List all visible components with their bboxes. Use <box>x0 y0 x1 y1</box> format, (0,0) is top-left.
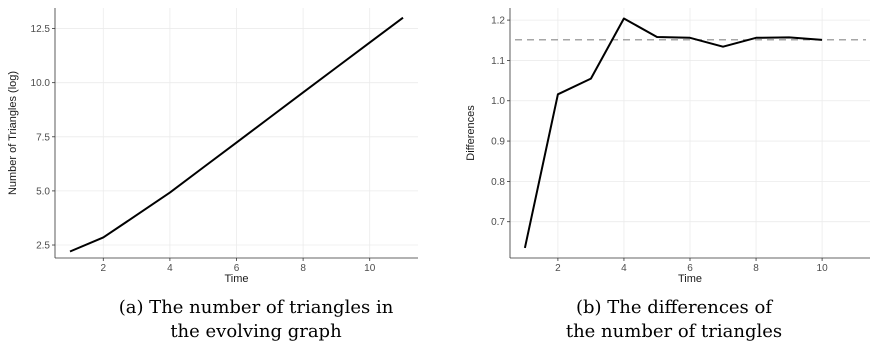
caption-b: (b) The differences of the number of tri… <box>474 296 873 344</box>
caption-a-line-1: (a) The number of triangles in <box>118 297 394 318</box>
x-tick-label-2: 6 <box>687 263 693 274</box>
y-tick-label-2: 7.5 <box>36 132 50 143</box>
caption-b-line-2: the number of triangles <box>565 321 783 342</box>
y-tick-label-0: 2.5 <box>36 241 50 252</box>
chart-a: 2 4 6 8 10 2.5 5.0 7.5 10.0 12.5 Time Number of Tri… <box>7 8 418 285</box>
chart-b: 2 4 6 8 10 0.7 0.8 0.9 1.0 1.1 1.2 Time Differences <box>465 8 870 285</box>
y-tick-label-2: 0.9 <box>491 137 505 148</box>
caption-a-line-2: the evolving graph <box>170 321 342 342</box>
x-tick-label-3: 8 <box>300 263 306 274</box>
x-tick-label-0: 2 <box>555 263 561 274</box>
y-tick-label-0: 0.7 <box>491 217 505 228</box>
x-tick-label-3: 8 <box>753 263 759 274</box>
x-axis-label: Time <box>224 273 248 285</box>
series-line-0 <box>523 17 823 249</box>
x-tick-label-4: 10 <box>364 263 376 274</box>
y-axis-label: Differences <box>465 105 477 161</box>
y-tick-label-5: 1.2 <box>491 16 505 27</box>
caption-a: (a) The number of triangles in the evolv… <box>56 296 456 344</box>
x-axis-label: Time <box>678 273 702 285</box>
y-tick-label-1: 5.0 <box>36 186 50 197</box>
x-tick-label-0: 2 <box>101 263 107 274</box>
y-tick-label-4: 1.1 <box>491 56 505 67</box>
x-tick-label-1: 4 <box>621 263 627 274</box>
series-line-0 <box>69 16 404 253</box>
y-axis-label: Number of Triangles (log) <box>7 71 19 195</box>
y-tick-label-1: 0.8 <box>491 177 505 188</box>
y-tick-label-3: 10.0 <box>31 78 51 89</box>
y-tick-label-3: 1.0 <box>491 96 505 107</box>
x-tick-label-1: 4 <box>167 263 173 274</box>
y-tick-label-4: 12.5 <box>31 24 51 35</box>
x-tick-label-4: 10 <box>817 263 829 274</box>
caption-b-line-1: (b) The differences of <box>575 297 773 318</box>
x-tick-label-2: 6 <box>234 263 240 274</box>
